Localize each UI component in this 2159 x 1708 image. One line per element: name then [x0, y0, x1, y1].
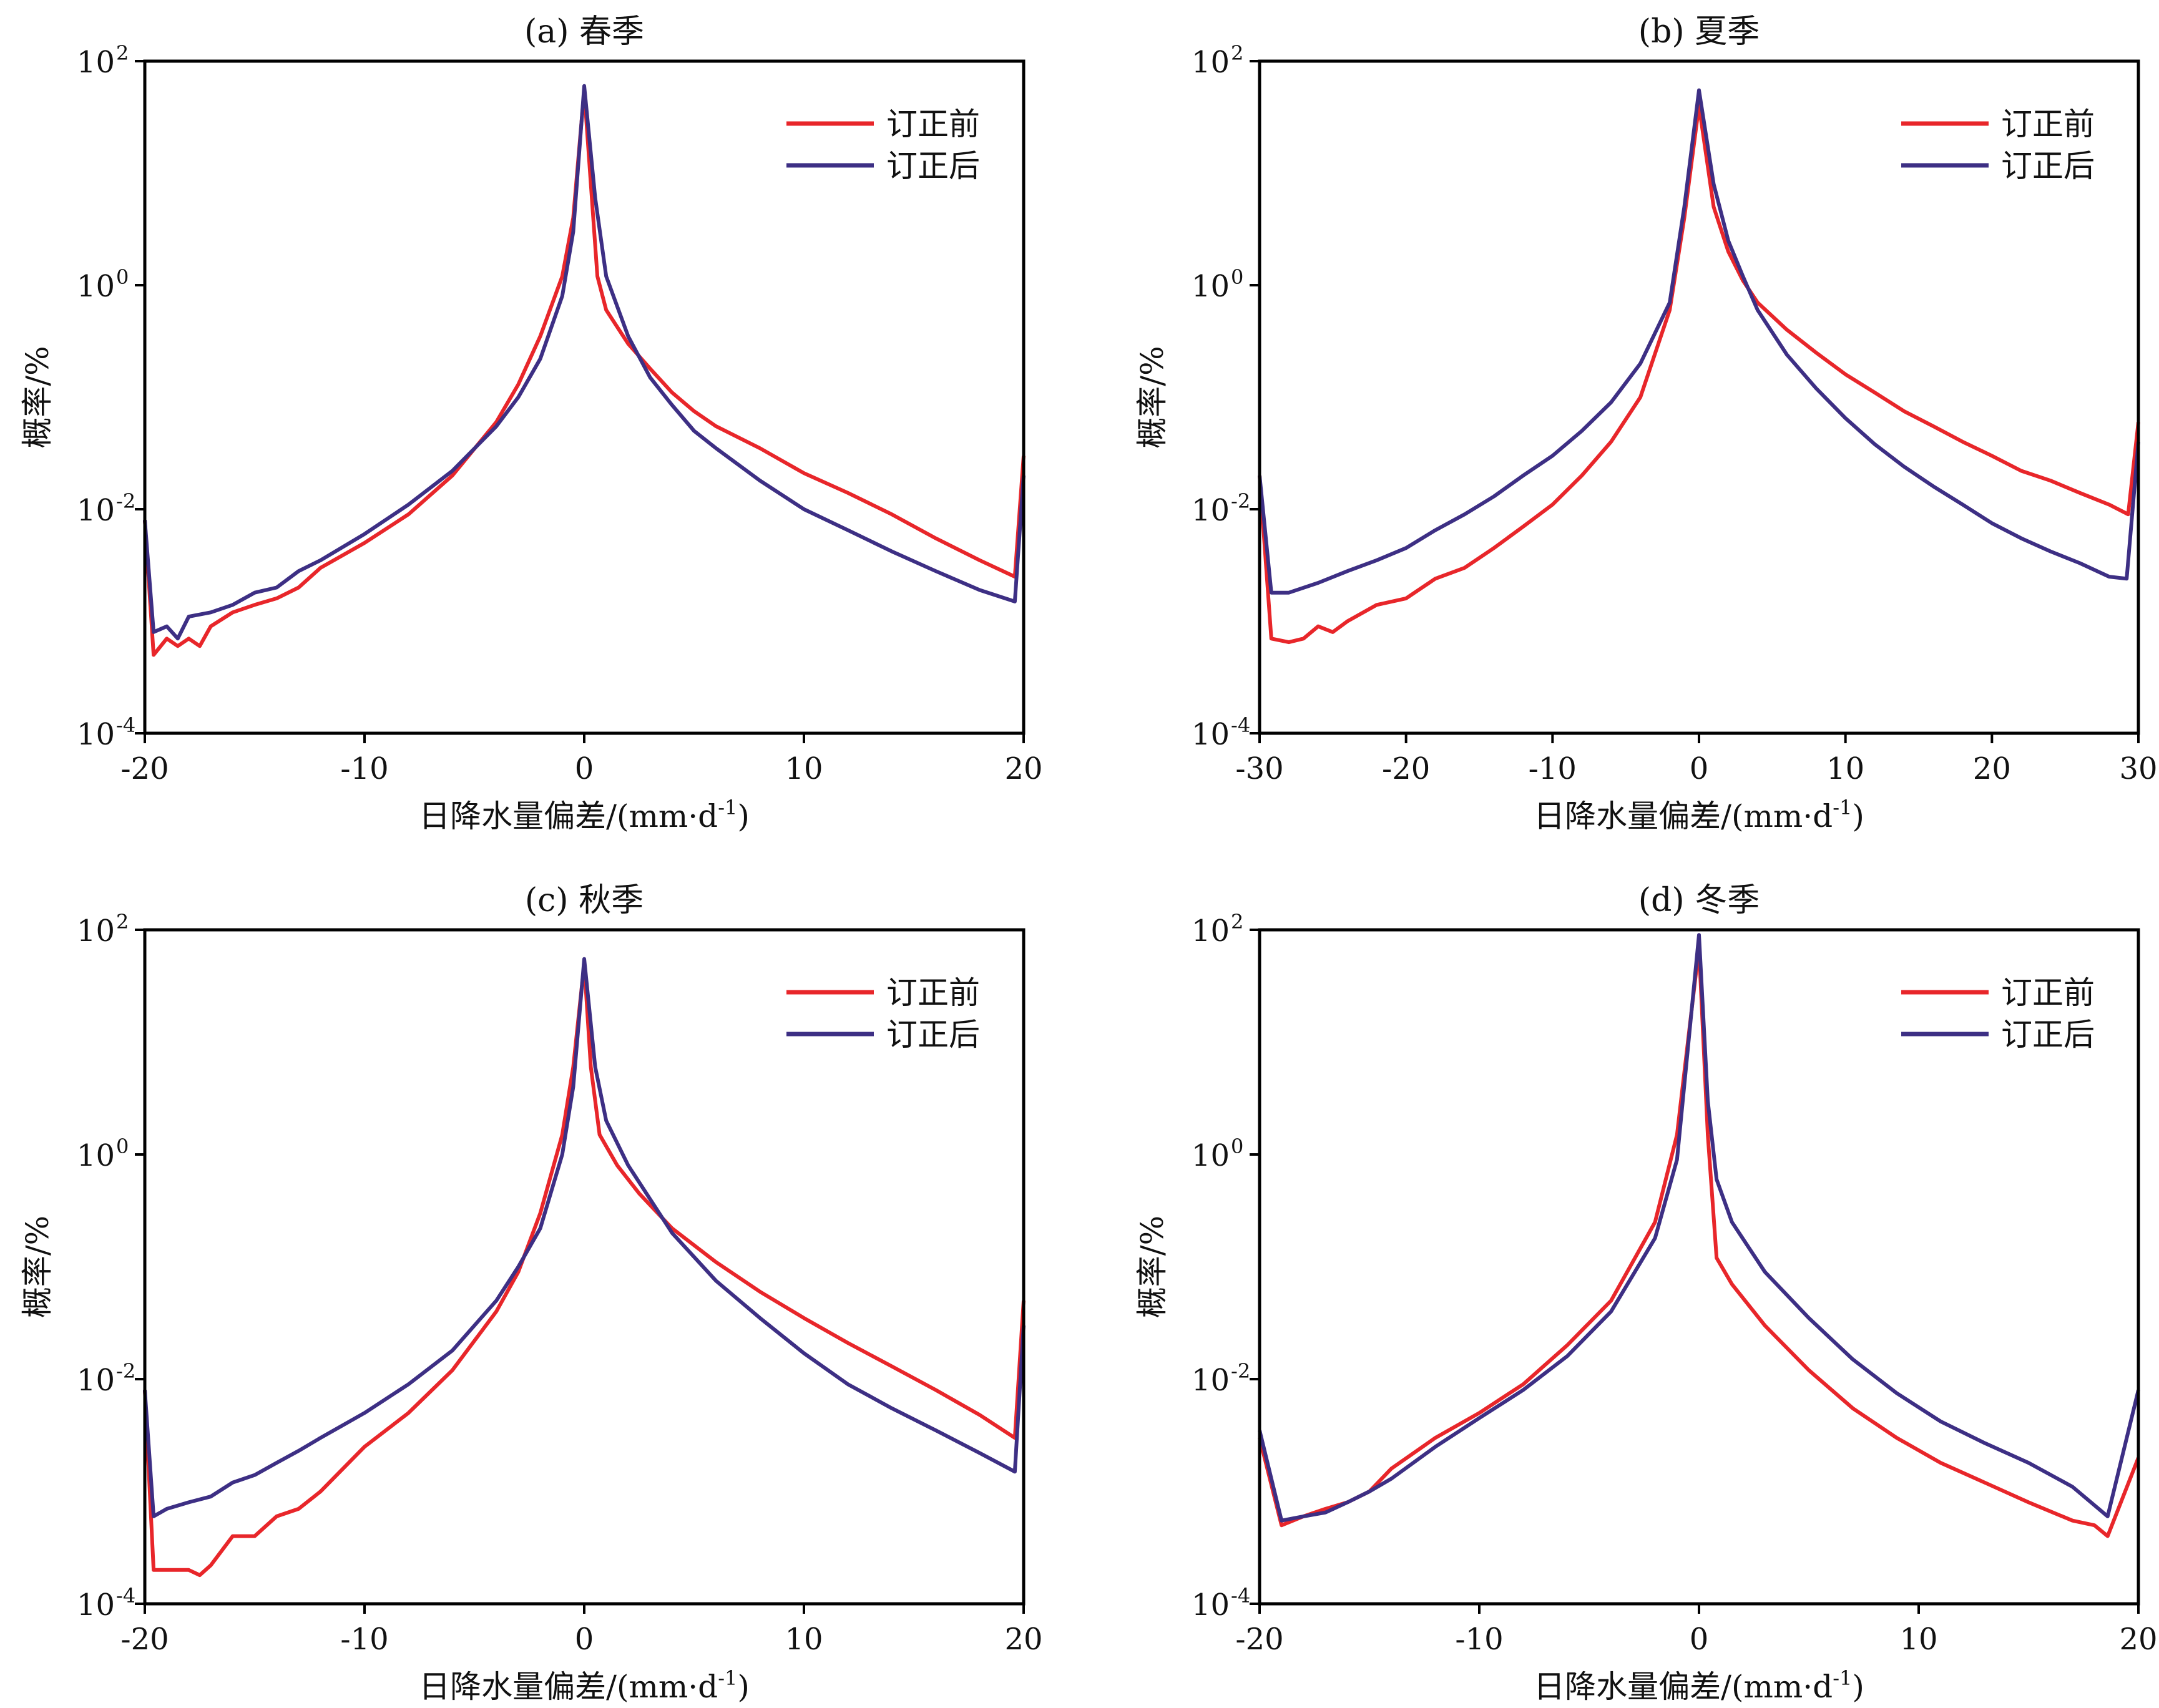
x-tick-label: 10	[785, 1622, 823, 1657]
y-tick-label: 10	[77, 1588, 115, 1623]
y-tick-exponent: -2	[1231, 489, 1250, 513]
y-tick-exponent: -4	[116, 713, 135, 737]
series-line-1	[1258, 933, 2140, 1523]
series-line-1	[143, 84, 1026, 641]
y-tick-exponent: 0	[116, 1135, 129, 1158]
y-tick-label: 10	[77, 1138, 115, 1173]
x-axis-label: 日降水量偏差/(mm·d-1)	[1534, 796, 1864, 834]
x-tick-label: 10	[785, 751, 823, 786]
y-tick-label: 10	[77, 1363, 115, 1398]
legend-label: 订正前	[886, 106, 980, 142]
chart-title: (c) 秋季	[525, 882, 644, 919]
y-tick-label: 10	[1192, 1138, 1230, 1173]
y-tick-label: 10	[1192, 914, 1230, 949]
x-tick-label: 20	[1004, 751, 1042, 786]
x-axis-label: 日降水量偏差/(mm·d-1)	[419, 796, 750, 834]
chart-title: (b) 夏季	[1638, 13, 1760, 51]
x-tick-label: 0	[1690, 751, 1709, 786]
y-tick-exponent: 2	[116, 41, 129, 65]
y-tick-label: 10	[1192, 493, 1230, 528]
y-tick-label: 10	[77, 493, 115, 528]
y-tick-exponent: -2	[116, 1359, 135, 1383]
x-tick-label: -10	[1455, 1622, 1503, 1657]
y-tick-exponent: 0	[1231, 1135, 1243, 1158]
y-tick-exponent: -4	[1231, 1584, 1250, 1608]
legend-label: 订正前	[886, 975, 980, 1011]
x-tick-label: 20	[1004, 1622, 1042, 1657]
x-tick-label: -20	[1382, 751, 1430, 786]
series-line-0	[1258, 104, 2140, 645]
x-tick-label: -10	[1529, 751, 1577, 786]
x-tick-label: -20	[120, 751, 169, 786]
y-tick-exponent: -2	[1231, 1359, 1250, 1383]
chart-title: (d) 冬季	[1638, 882, 1760, 919]
y-tick-exponent: 2	[1231, 41, 1243, 65]
y-tick-exponent: -2	[116, 489, 135, 513]
legend-label: 订正前	[2001, 106, 2095, 142]
legend-label: 订正后	[886, 148, 980, 184]
y-tick-label: 10	[1192, 1363, 1230, 1398]
x-tick-label: -20	[120, 1622, 169, 1657]
x-tick-label: -10	[340, 1622, 388, 1657]
y-tick-label: 10	[77, 717, 115, 752]
series-line-0	[143, 88, 1026, 657]
chart-title: (a) 春季	[524, 13, 644, 51]
x-tick-label: 20	[1973, 751, 2011, 786]
y-tick-label: 10	[77, 269, 115, 304]
y-tick-exponent: -4	[1231, 713, 1250, 737]
x-tick-label: 30	[2119, 751, 2157, 786]
y-tick-exponent: -4	[116, 1584, 135, 1608]
series-line-1	[143, 957, 1026, 1518]
series-line-0	[143, 962, 1026, 1578]
legend-label: 订正前	[2001, 975, 2095, 1011]
y-tick-label: 10	[1192, 45, 1230, 80]
x-axis-label: 日降水量偏差/(mm·d-1)	[419, 1666, 750, 1705]
y-tick-label: 10	[1192, 717, 1230, 752]
x-tick-label: 0	[575, 1622, 594, 1657]
y-axis-label: 概率/%	[1134, 346, 1170, 448]
legend-label: 订正后	[2001, 1017, 2095, 1053]
y-tick-exponent: 0	[1231, 265, 1243, 289]
y-tick-label: 10	[77, 45, 115, 80]
x-tick-label: 10	[1899, 1622, 1937, 1657]
y-axis-label: 概率/%	[1134, 1216, 1170, 1318]
y-tick-exponent: 2	[116, 910, 129, 934]
legend-label: 订正后	[886, 1017, 980, 1053]
x-tick-label: 0	[575, 751, 594, 786]
x-tick-label: 20	[2119, 1622, 2157, 1657]
y-tick-exponent: 2	[1231, 910, 1243, 934]
x-tick-label: -30	[1235, 751, 1283, 786]
x-tick-label: 10	[1826, 751, 1864, 786]
x-axis-label: 日降水量偏差/(mm·d-1)	[1534, 1666, 1864, 1705]
x-tick-label: -20	[1235, 1622, 1283, 1657]
y-axis-label: 概率/%	[19, 1216, 56, 1318]
y-tick-label: 10	[1192, 269, 1230, 304]
x-tick-label: 0	[1690, 1622, 1709, 1657]
y-tick-label: 10	[77, 914, 115, 949]
x-tick-label: -10	[340, 751, 388, 786]
y-tick-label: 10	[1192, 1588, 1230, 1623]
y-axis-label: 概率/%	[19, 346, 56, 448]
series-line-1	[1258, 88, 2140, 595]
legend-label: 订正后	[2001, 148, 2095, 184]
y-tick-exponent: 0	[116, 265, 129, 289]
